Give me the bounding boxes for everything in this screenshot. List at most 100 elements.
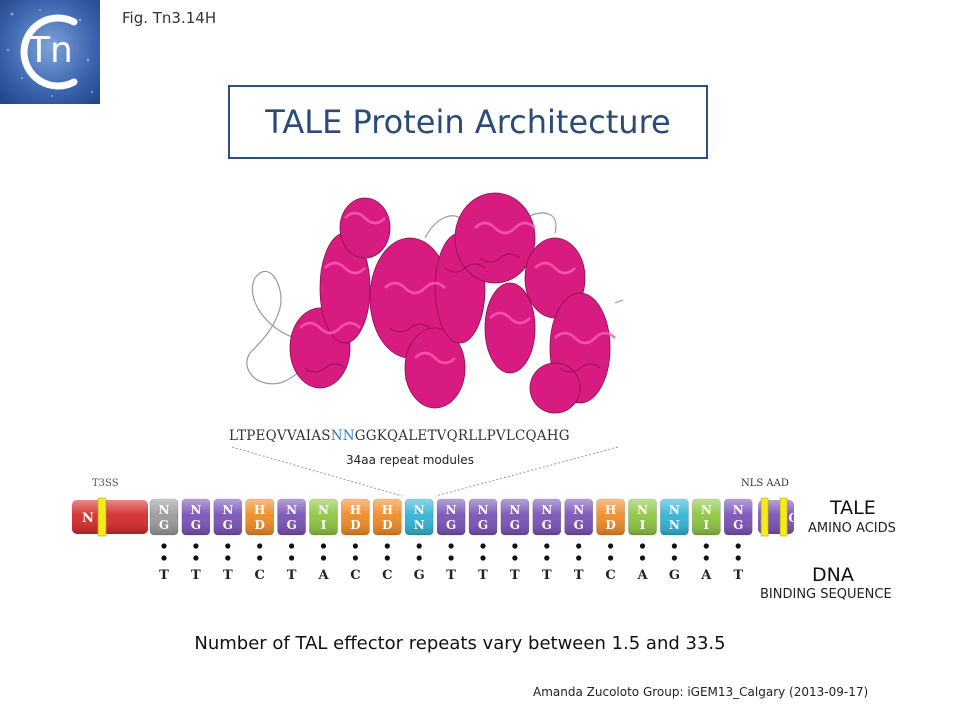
dna-base: T	[286, 568, 297, 583]
dna-base: C	[350, 568, 361, 583]
tale-label: TALE	[830, 497, 876, 519]
rvd-bottom-letter: G	[478, 518, 488, 532]
rvd-bottom-letter: G	[159, 518, 169, 532]
rvd-top-letter: N	[446, 503, 457, 517]
rvd-bottom-letter: G	[286, 518, 296, 532]
pair-dot	[703, 555, 709, 561]
aad-marker	[779, 497, 788, 537]
pair-dot	[352, 543, 358, 549]
rvd-bottom-letter: D	[382, 518, 392, 532]
dna-base: C	[254, 568, 265, 583]
pair-dot	[639, 543, 646, 549]
pair-dot	[512, 555, 518, 561]
rvd-top-letter: N	[478, 503, 489, 517]
rvd-top-letter: N	[573, 503, 584, 517]
nls-aad-label: NLS AAD	[741, 478, 789, 489]
pair-dot	[671, 555, 678, 561]
protein-structure-image	[246, 192, 624, 414]
pair-dot	[448, 543, 454, 549]
pair-dot	[320, 543, 327, 549]
pair-dot	[416, 543, 422, 549]
pair-dot	[225, 543, 231, 549]
pair-dot	[384, 543, 390, 549]
rvd-bottom-letter: I	[703, 518, 709, 532]
dna-base: T	[478, 568, 488, 583]
nls-marker	[760, 497, 769, 537]
dna-base: T	[191, 568, 201, 583]
amino-acids-label: AMINO ACIDS	[808, 521, 896, 536]
title-box: TALE Protein Architecture	[228, 85, 708, 159]
page-title: TALE Protein Architecture	[265, 103, 671, 141]
rvd-top-letter: H	[382, 503, 393, 517]
rvd-top-letter: N	[159, 503, 170, 517]
rvd-top-letter: H	[605, 503, 616, 517]
dna-base: G	[413, 568, 425, 583]
pair-dot	[257, 543, 263, 549]
rvd-bottom-letter: N	[669, 518, 680, 532]
sequence-suffix: GGKQALETVQRLLPVLCQAHG	[354, 428, 570, 444]
dna-base: G	[668, 568, 680, 583]
dna-base: A	[318, 568, 329, 583]
rvd-top-letter: N	[541, 503, 552, 517]
rvd-top-letter: N	[318, 503, 329, 517]
dna-base: C	[382, 568, 393, 583]
dna-base: T	[159, 568, 169, 583]
tn-logo: Tn	[0, 0, 100, 104]
rvd-bottom-letter: D	[605, 518, 615, 532]
pairing-dots	[161, 543, 741, 561]
dna-base: T	[510, 568, 520, 583]
dna-label: DNA	[812, 564, 854, 586]
pair-dot	[193, 543, 199, 549]
pair-dot	[225, 555, 231, 561]
dna-base: T	[541, 568, 552, 583]
rvd-bottom-letter: D	[350, 518, 360, 532]
rvd-bottom-letter: G	[510, 518, 520, 532]
dna-base: C	[605, 568, 616, 583]
pair-dot	[608, 555, 614, 561]
n-terminal-label: N	[82, 511, 94, 526]
pair-dot	[289, 555, 295, 561]
dna-base: A	[637, 568, 648, 583]
binding-sequence-label: BINDING SEQUENCE	[760, 587, 892, 602]
c-terminal-label: C	[788, 511, 794, 525]
rvd-top-letter: H	[350, 503, 361, 517]
pair-dot	[735, 543, 741, 549]
pair-dot	[289, 543, 295, 549]
rvd-bottom-letter: I	[321, 518, 327, 532]
pair-dot	[703, 543, 709, 549]
rvd-bottom-letter: G	[191, 518, 201, 532]
rvd-top-letter: N	[669, 503, 680, 517]
pair-dot	[161, 555, 167, 561]
caption: Number of TAL effector repeats vary betw…	[194, 633, 726, 654]
rvd-top-letter: N	[190, 503, 201, 517]
rvd-top-letter: N	[701, 503, 712, 517]
figure-label: Fig. Tn3.14H	[122, 9, 217, 27]
repeat-sequence: LTPEQVVAIASNNGGKQALETVQRLLPVLCQAHG	[229, 428, 570, 444]
rvd-bottom-letter: I	[640, 518, 646, 532]
pair-dot	[384, 555, 390, 561]
pair-dot	[671, 543, 678, 549]
pair-dot	[639, 555, 646, 561]
pair-dot	[544, 555, 550, 561]
pair-dot	[352, 555, 358, 561]
rvd-top-letter: N	[509, 503, 520, 517]
pair-dot	[735, 555, 741, 561]
rvd-bottom-letter: G	[574, 518, 584, 532]
rvd-top-letter: N	[286, 503, 297, 517]
pair-dot	[608, 543, 614, 549]
rvd-bottom-letter: D	[254, 518, 264, 532]
rvd-top-letter: H	[254, 503, 265, 517]
sequence-prefix: LTPEQVVAIAS	[229, 428, 331, 444]
rvd-top-letter: N	[733, 503, 744, 517]
sequence-rvd-highlight: NN	[330, 428, 355, 444]
credit: Amanda Zucoloto Group: iGEM13_Calgary (2…	[533, 685, 869, 699]
rvd-bottom-letter: N	[414, 518, 425, 532]
repeat-module-label: 34aa repeat modules	[346, 453, 474, 467]
t3ss-marker	[97, 497, 107, 537]
pair-dot	[544, 543, 550, 549]
pair-dot	[480, 555, 486, 561]
pair-dot	[512, 543, 518, 549]
pair-dot	[416, 555, 422, 561]
rvd-top-letter: N	[222, 503, 233, 517]
